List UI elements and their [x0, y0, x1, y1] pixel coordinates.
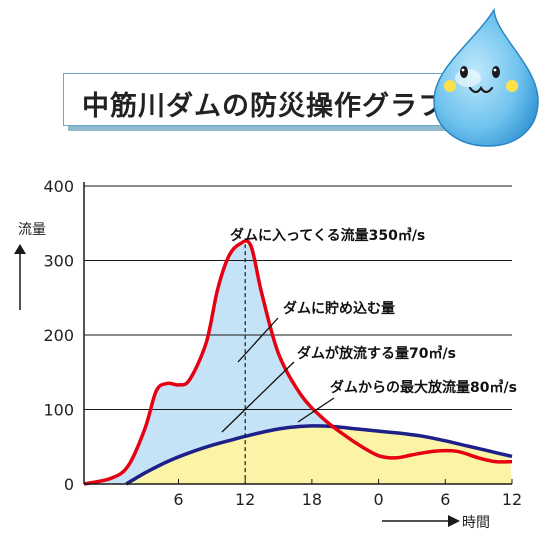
- water-drop-mascot-icon: [433, 7, 539, 147]
- x-axis-title: 時間: [462, 515, 490, 531]
- x-tick-label-5: 12: [502, 490, 522, 509]
- annotation-4: ダムからの最大放流量80㎥/s: [330, 379, 517, 396]
- outflow-line: [125, 424, 513, 486]
- released-volume-area: [126, 425, 512, 484]
- leader-line-max-release: [297, 397, 335, 423]
- y-axis-arrow-icon: [14, 244, 26, 254]
- chart-title: 中筋川ダムの防災操作グラフ: [82, 91, 446, 122]
- inflow-line: [83, 239, 513, 486]
- y-tick-label-200: 200: [43, 326, 74, 345]
- y-tick-label-300: 300: [43, 252, 74, 271]
- annotation-1: ダムに入ってくる流量350㎥/s: [230, 227, 425, 244]
- x-tick-label-2: 18: [302, 490, 322, 509]
- y-tick-label-100: 100: [43, 401, 74, 420]
- y-tick-label-0: 0: [64, 475, 74, 494]
- title-box: 中筋川ダムの防災操作グラフ: [63, 73, 453, 126]
- annotation-2: ダムに貯め込む量: [283, 300, 395, 317]
- y-tick-label-400: 400: [43, 177, 74, 196]
- leader-line-release: [221, 361, 295, 433]
- x-tick-label-1: 12: [235, 490, 255, 509]
- x-tick-label-3: 0: [374, 490, 384, 509]
- x-axis-arrow-icon: [448, 515, 460, 527]
- leader-line-stored: [237, 317, 279, 363]
- annotation-3: ダムが放流する量70㎥/s: [297, 345, 456, 362]
- x-tick-label-0: 6: [173, 490, 183, 509]
- stored-volume-area: [84, 244, 326, 484]
- x-tick-label-4: 6: [440, 490, 450, 509]
- y-axis-title: 流量: [18, 222, 46, 238]
